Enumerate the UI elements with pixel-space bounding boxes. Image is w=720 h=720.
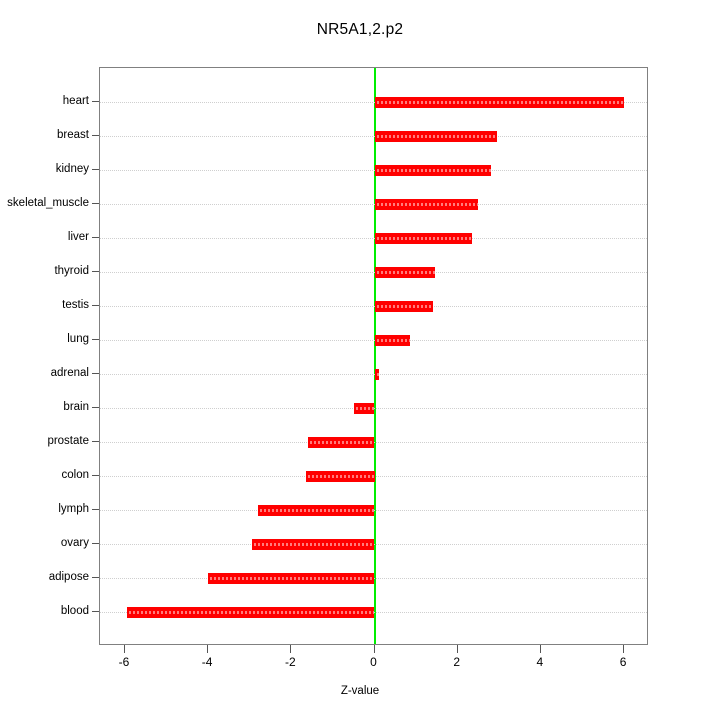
y-tick-mark (92, 407, 99, 408)
plot-area (99, 67, 648, 645)
bar-heart (374, 96, 625, 108)
x-tick-label--6: -6 (118, 655, 130, 669)
bar-brain (353, 402, 375, 414)
x-tick-mark (623, 645, 625, 653)
gridline (100, 340, 647, 341)
y-tick-label-thyroid: thyroid (54, 265, 89, 277)
gridline (100, 306, 647, 307)
x-axis-title: Z-value (340, 685, 380, 697)
y-tick-mark (92, 509, 99, 510)
y-tick-mark (92, 577, 99, 578)
x-tick-label-0: 0 (370, 655, 377, 669)
bar-colon (305, 470, 375, 482)
x-tick-label-2: 2 (453, 655, 461, 669)
y-tick-mark (92, 543, 99, 544)
bar-ovary (251, 538, 375, 550)
x-tick-label-6: 6 (619, 655, 627, 669)
gridline (100, 204, 647, 205)
gridline (100, 136, 647, 137)
y-tick-mark (92, 339, 99, 340)
bar-lymph (258, 504, 375, 516)
x-tick-mark (290, 645, 292, 653)
x-tick-mark (456, 645, 458, 653)
gridline (100, 102, 647, 103)
y-tick-label-prostate: prostate (47, 435, 89, 447)
bar-skeletal_muscle (374, 198, 479, 210)
y-tick-mark (92, 611, 99, 612)
x-tick-mark (123, 645, 125, 653)
bar-adrenal (374, 368, 379, 380)
y-tick-label-adipose: adipose (48, 571, 89, 583)
bar-breast (374, 130, 498, 142)
y-tick-label-breast: breast (57, 129, 89, 141)
x-tick-label--4: -4 (201, 655, 213, 669)
page-title: NR5A1,2.p2 (316, 21, 404, 38)
bar-blood (127, 606, 375, 618)
y-tick-label-adrenal: adrenal (50, 367, 89, 379)
y-tick-label-liver: liver (67, 231, 89, 243)
y-tick-mark (92, 475, 99, 476)
bar-prostate (307, 436, 375, 448)
y-tick-mark (92, 441, 99, 442)
y-tick-label-kidney: kidney (55, 163, 89, 175)
gridline (100, 170, 647, 171)
gridline (100, 238, 647, 239)
bar-kidney (374, 164, 491, 176)
zero-reference-line (373, 68, 376, 644)
y-tick-mark (92, 203, 99, 204)
y-tick-label-lung: lung (67, 333, 89, 345)
y-tick-mark (92, 101, 99, 102)
y-tick-mark (92, 271, 99, 272)
y-tick-mark (92, 305, 99, 306)
y-tick-label-heart: heart (62, 95, 89, 107)
gridline (100, 374, 647, 375)
y-tick-label-skeletal_muscle: skeletal_muscle (7, 197, 89, 209)
y-tick-label-ovary: ovary (60, 537, 89, 549)
x-tick-label--2: -2 (284, 655, 296, 669)
x-tick-mark (539, 645, 541, 653)
y-tick-label-colon: colon (61, 469, 90, 481)
y-tick-mark (92, 135, 99, 136)
x-tick-mark (373, 645, 375, 653)
y-tick-label-testis: testis (62, 299, 89, 311)
y-tick-label-brain: brain (63, 401, 89, 413)
bar-thyroid (374, 266, 435, 278)
y-tick-mark (92, 169, 99, 170)
y-tick-label-lymph: lymph (58, 503, 89, 515)
y-tick-label-blood: blood (60, 605, 89, 617)
bar-adipose (208, 572, 375, 584)
bar-lung (374, 334, 410, 346)
x-tick-label-4: 4 (536, 655, 544, 669)
y-tick-mark (92, 373, 99, 374)
x-tick-mark (207, 645, 209, 653)
bar-testis (374, 300, 433, 312)
y-tick-mark (92, 237, 99, 238)
bar-liver (374, 232, 473, 244)
gridline (100, 272, 647, 273)
